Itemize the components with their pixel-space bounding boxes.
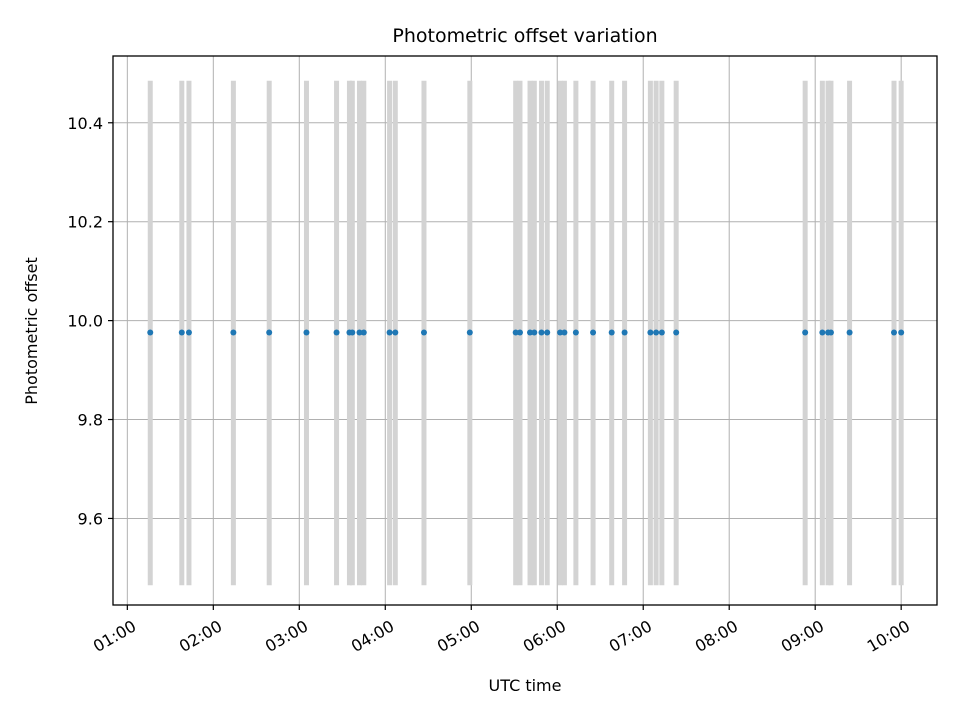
data-point bbox=[658, 329, 665, 336]
chart-title: Photometric offset variation bbox=[392, 25, 657, 47]
data-point bbox=[266, 329, 273, 336]
data-point bbox=[392, 329, 399, 336]
data-point bbox=[178, 329, 185, 336]
data-point bbox=[557, 329, 564, 336]
data-point bbox=[891, 329, 898, 336]
data-point bbox=[647, 329, 654, 336]
data-point bbox=[846, 329, 853, 336]
plot-frame bbox=[112, 55, 938, 606]
data-point bbox=[561, 329, 568, 336]
data-point bbox=[185, 329, 192, 336]
data-point bbox=[608, 329, 615, 336]
data-point bbox=[827, 329, 834, 336]
data-point bbox=[230, 329, 237, 336]
data-point bbox=[673, 329, 680, 336]
data-point bbox=[516, 329, 523, 336]
data-point bbox=[572, 329, 579, 336]
data-point bbox=[356, 329, 363, 336]
data-point bbox=[512, 329, 519, 336]
data-point bbox=[621, 329, 628, 336]
y-tick-label: 10.2 bbox=[67, 213, 103, 232]
data-point bbox=[819, 329, 826, 336]
data-point bbox=[360, 329, 367, 336]
data-point bbox=[386, 329, 393, 336]
y-axis: 9.6 9.8 10.0 10.2 10.4 bbox=[67, 114, 113, 528]
data-point bbox=[147, 329, 154, 336]
data-point bbox=[538, 329, 545, 336]
y-tick-label: 9.8 bbox=[78, 411, 103, 430]
y-axis-label: Photometric offset bbox=[22, 257, 41, 405]
data-point bbox=[590, 329, 597, 336]
data-point bbox=[898, 329, 905, 336]
data-point bbox=[333, 329, 340, 336]
data-point bbox=[531, 329, 538, 336]
data-point bbox=[420, 329, 427, 336]
data-point bbox=[303, 329, 310, 336]
y-tick-label: 9.6 bbox=[78, 509, 103, 528]
data-point bbox=[544, 329, 551, 336]
data-point bbox=[349, 329, 356, 336]
y-tick-label: 10.0 bbox=[67, 312, 103, 331]
y-tick-label: 10.4 bbox=[67, 114, 103, 133]
data-point bbox=[653, 329, 660, 336]
x-axis-label: UTC time bbox=[489, 676, 562, 695]
data-point bbox=[527, 329, 534, 336]
data-points bbox=[147, 329, 905, 336]
data-point bbox=[802, 329, 809, 336]
data-point bbox=[466, 329, 473, 336]
